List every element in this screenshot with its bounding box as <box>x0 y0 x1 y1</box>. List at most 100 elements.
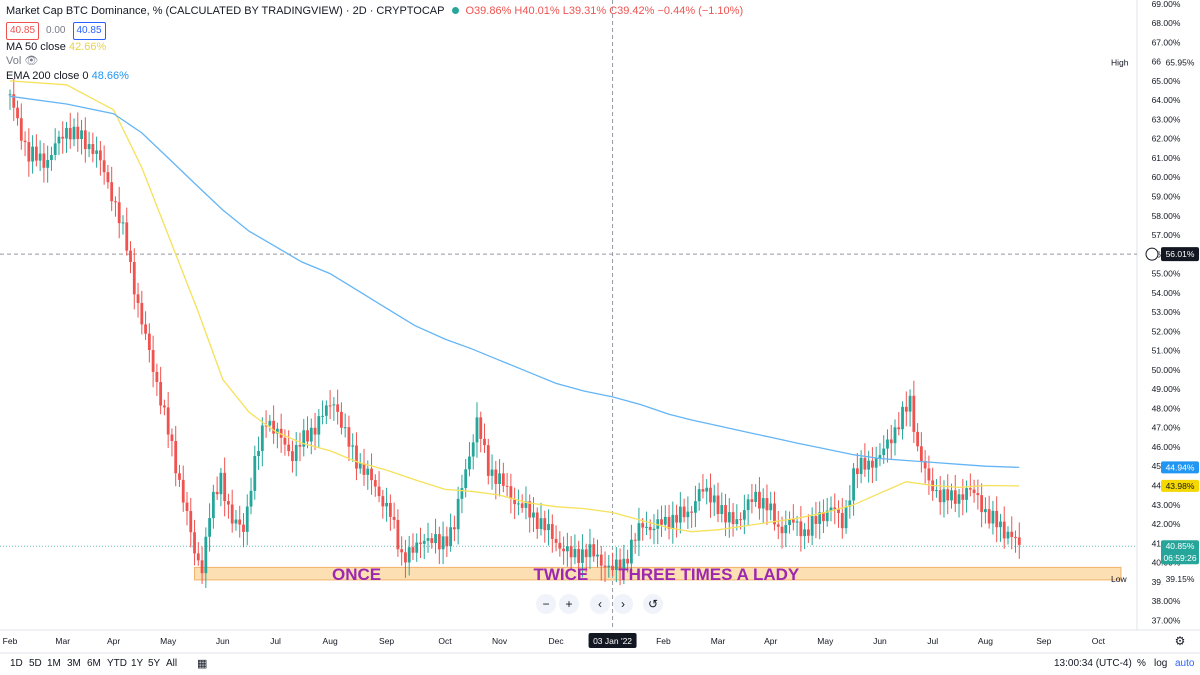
candle[interactable] <box>283 437 287 445</box>
candle[interactable] <box>871 460 874 468</box>
candle[interactable] <box>859 457 863 475</box>
candle[interactable] <box>57 136 61 144</box>
candle[interactable] <box>437 534 441 550</box>
auto-toggle[interactable]: auto <box>1175 658 1195 669</box>
candle[interactable] <box>584 549 588 558</box>
candle[interactable] <box>19 118 23 141</box>
candle[interactable] <box>697 489 701 502</box>
candle[interactable] <box>486 445 490 476</box>
candle[interactable] <box>588 544 592 558</box>
ma50-line[interactable] <box>9 80 1020 533</box>
candle[interactable] <box>852 468 855 501</box>
candle[interactable] <box>709 487 712 503</box>
candle[interactable] <box>208 518 211 537</box>
candle[interactable] <box>178 473 181 480</box>
candle[interactable] <box>419 542 422 544</box>
candle[interactable] <box>950 490 953 501</box>
candle[interactable] <box>460 488 464 499</box>
candle[interactable] <box>562 548 566 552</box>
candle[interactable] <box>159 382 163 406</box>
candle[interactable] <box>396 519 400 550</box>
candle[interactable] <box>833 507 837 510</box>
candle[interactable] <box>565 546 569 552</box>
candle[interactable] <box>754 491 758 502</box>
eye-icon[interactable]: 👁 <box>24 55 39 67</box>
candle[interactable] <box>76 126 80 140</box>
candle[interactable] <box>980 495 984 513</box>
candle[interactable] <box>663 516 667 525</box>
candle[interactable] <box>983 509 987 513</box>
candle[interactable] <box>16 107 19 119</box>
candle[interactable] <box>377 486 381 497</box>
candle[interactable] <box>264 425 268 427</box>
candle[interactable] <box>629 539 633 564</box>
candle[interactable] <box>83 130 87 150</box>
candle[interactable] <box>46 159 50 168</box>
candle[interactable] <box>844 506 848 529</box>
range-1m[interactable]: 1M <box>47 658 61 669</box>
candle[interactable] <box>886 439 889 449</box>
candle[interactable] <box>716 495 720 515</box>
candle[interactable] <box>404 552 407 563</box>
candle[interactable] <box>818 512 822 524</box>
candle[interactable] <box>505 485 509 487</box>
buy-price-box[interactable]: 40.85 <box>72 22 106 40</box>
candle[interactable] <box>245 506 249 532</box>
candle[interactable] <box>298 445 302 447</box>
range-6m[interactable]: 6M <box>87 658 101 669</box>
candle[interactable] <box>641 523 645 528</box>
candle[interactable] <box>23 140 27 143</box>
candle[interactable] <box>279 428 283 438</box>
candle[interactable] <box>528 501 532 518</box>
candle[interactable] <box>336 404 340 412</box>
candle[interactable] <box>434 534 437 543</box>
ema200-line[interactable] <box>9 95 1020 469</box>
candle[interactable] <box>863 457 867 470</box>
scroll-right-button[interactable]: › <box>613 594 633 614</box>
candle[interactable] <box>340 411 343 428</box>
candle[interactable] <box>471 442 475 457</box>
candle[interactable] <box>332 404 336 406</box>
candle[interactable] <box>961 494 965 500</box>
candle[interactable] <box>211 491 215 519</box>
candle[interactable] <box>599 554 603 566</box>
candle[interactable] <box>370 468 373 481</box>
candle[interactable] <box>456 498 460 530</box>
candle[interactable] <box>464 469 468 489</box>
candle[interactable] <box>42 153 46 168</box>
candle[interactable] <box>780 526 784 534</box>
candle[interactable] <box>249 490 253 507</box>
candle[interactable] <box>675 514 678 523</box>
candle[interactable] <box>328 405 332 407</box>
candle[interactable] <box>1014 537 1017 539</box>
candle[interactable] <box>163 405 166 408</box>
add-alert-icon[interactable] <box>1145 247 1159 261</box>
candle[interactable] <box>942 489 946 503</box>
candle[interactable] <box>656 519 660 529</box>
candle[interactable] <box>694 501 697 513</box>
range-5d[interactable]: 5D <box>29 658 42 669</box>
range-all[interactable]: All <box>166 658 178 669</box>
candle[interactable] <box>987 509 991 524</box>
candle[interactable] <box>539 518 543 530</box>
candle[interactable] <box>592 544 596 557</box>
candle[interactable] <box>227 501 230 505</box>
candle[interactable] <box>189 511 193 533</box>
candle[interactable] <box>550 524 554 539</box>
candle[interactable] <box>483 438 486 446</box>
candle[interactable] <box>829 507 833 511</box>
candle[interactable] <box>287 444 291 452</box>
candle[interactable] <box>667 516 671 530</box>
candle[interactable] <box>132 261 136 295</box>
candle[interactable] <box>867 460 871 470</box>
candle[interactable] <box>411 547 415 553</box>
candle[interactable] <box>577 548 581 563</box>
candle[interactable] <box>426 538 430 541</box>
candle[interactable] <box>938 490 942 503</box>
candle[interactable] <box>181 479 185 503</box>
percent-toggle[interactable]: % <box>1137 658 1146 669</box>
candle[interactable] <box>957 494 961 504</box>
candle[interactable] <box>652 528 656 531</box>
candle[interactable] <box>784 525 788 534</box>
candle[interactable] <box>400 549 404 553</box>
